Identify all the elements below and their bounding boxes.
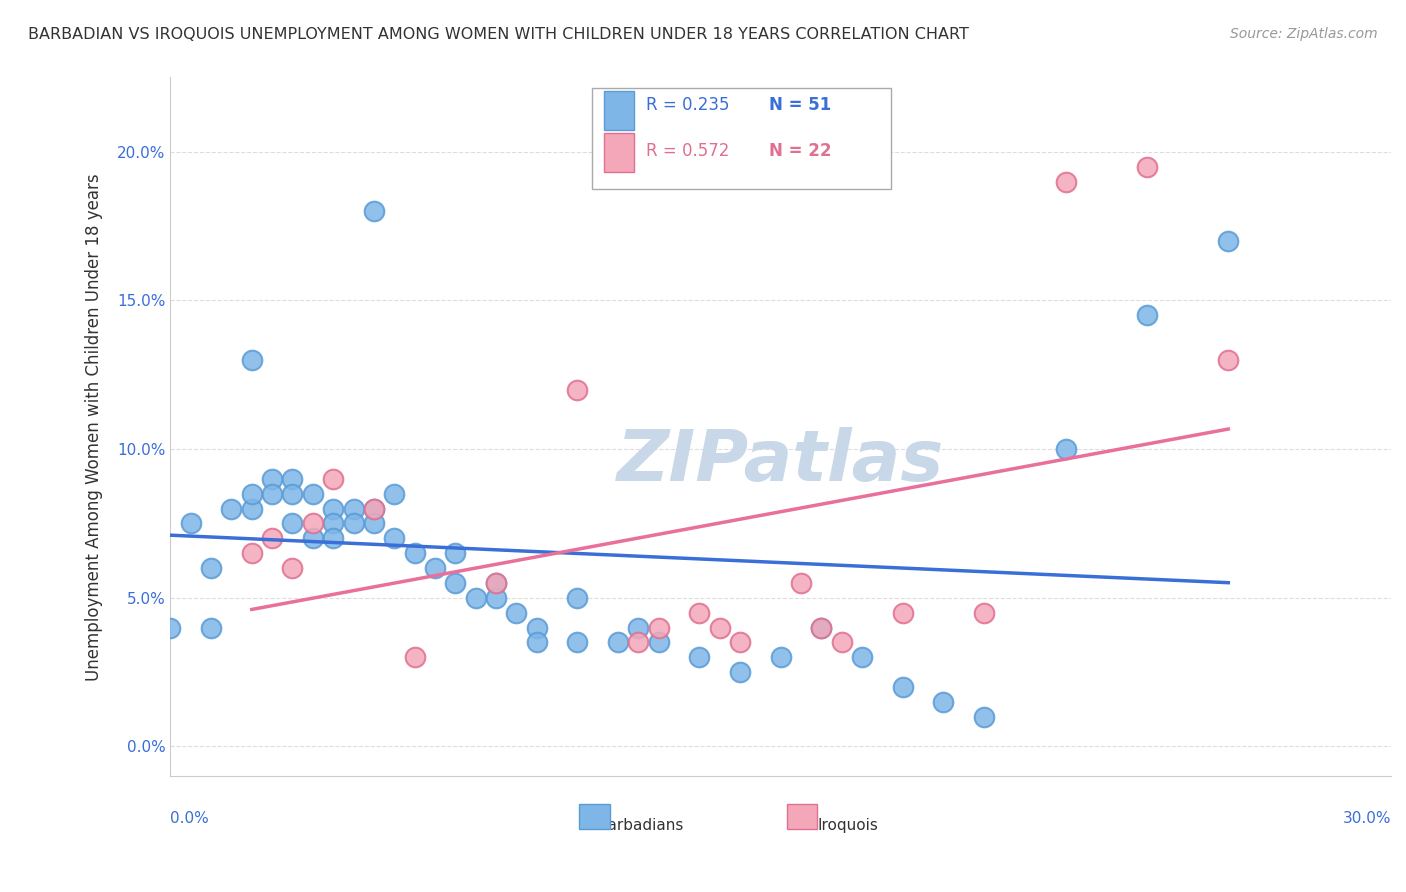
Barbadians bbox=[159, 620, 181, 634]
FancyBboxPatch shape bbox=[603, 91, 634, 130]
Barbadians bbox=[342, 501, 364, 516]
Barbadians bbox=[769, 650, 792, 665]
Text: N = 22: N = 22 bbox=[769, 142, 831, 160]
Iroquois bbox=[790, 575, 813, 590]
Iroquois bbox=[709, 620, 731, 634]
Iroquois bbox=[831, 635, 853, 649]
Barbadians bbox=[647, 635, 669, 649]
Text: Source: ZipAtlas.com: Source: ZipAtlas.com bbox=[1230, 27, 1378, 41]
Barbadians bbox=[1136, 308, 1159, 322]
Barbadians bbox=[891, 680, 914, 694]
Barbadians bbox=[240, 501, 263, 516]
Barbadians bbox=[322, 531, 344, 545]
Iroquois bbox=[567, 383, 589, 397]
Barbadians bbox=[728, 665, 751, 679]
Barbadians bbox=[262, 472, 284, 486]
Barbadians bbox=[505, 606, 527, 620]
Text: Barbadians: Barbadians bbox=[598, 818, 683, 833]
Barbadians bbox=[567, 635, 589, 649]
FancyBboxPatch shape bbox=[579, 805, 610, 829]
FancyBboxPatch shape bbox=[592, 88, 890, 189]
Barbadians bbox=[240, 352, 263, 367]
Barbadians bbox=[444, 546, 467, 560]
Text: R = 0.235: R = 0.235 bbox=[647, 96, 730, 114]
Barbadians bbox=[240, 486, 263, 500]
Text: 0.0%: 0.0% bbox=[170, 811, 209, 826]
Barbadians bbox=[973, 709, 995, 723]
Barbadians bbox=[1218, 234, 1240, 248]
Iroquois bbox=[281, 561, 304, 575]
Barbadians bbox=[851, 650, 873, 665]
Barbadians bbox=[180, 516, 202, 531]
Barbadians bbox=[262, 486, 284, 500]
Y-axis label: Unemployment Among Women with Children Under 18 years: Unemployment Among Women with Children U… bbox=[86, 173, 103, 681]
Text: N = 51: N = 51 bbox=[769, 96, 831, 114]
Iroquois bbox=[688, 606, 710, 620]
Barbadians bbox=[1054, 442, 1077, 456]
Barbadians bbox=[485, 591, 508, 605]
Barbadians bbox=[200, 561, 222, 575]
Iroquois bbox=[647, 620, 669, 634]
Iroquois bbox=[810, 620, 832, 634]
Iroquois bbox=[1136, 160, 1159, 174]
Barbadians bbox=[382, 531, 405, 545]
Barbadians bbox=[221, 501, 243, 516]
Barbadians bbox=[281, 486, 304, 500]
Iroquois bbox=[1218, 352, 1240, 367]
Barbadians bbox=[627, 620, 650, 634]
Iroquois bbox=[973, 606, 995, 620]
Barbadians bbox=[382, 486, 405, 500]
Iroquois bbox=[1054, 174, 1077, 188]
FancyBboxPatch shape bbox=[603, 133, 634, 172]
Text: R = 0.572: R = 0.572 bbox=[647, 142, 730, 160]
Barbadians bbox=[485, 575, 508, 590]
Barbadians bbox=[363, 516, 385, 531]
Barbadians bbox=[363, 501, 385, 516]
Barbadians bbox=[322, 516, 344, 531]
FancyBboxPatch shape bbox=[787, 805, 817, 829]
Barbadians bbox=[200, 620, 222, 634]
Barbadians bbox=[444, 575, 467, 590]
Iroquois bbox=[240, 546, 263, 560]
Iroquois bbox=[262, 531, 284, 545]
Barbadians bbox=[810, 620, 832, 634]
Barbadians bbox=[423, 561, 446, 575]
Barbadians bbox=[567, 591, 589, 605]
Barbadians bbox=[281, 472, 304, 486]
Barbadians bbox=[301, 486, 323, 500]
Barbadians bbox=[688, 650, 710, 665]
Barbadians bbox=[301, 531, 323, 545]
Barbadians bbox=[526, 620, 548, 634]
Text: BARBADIAN VS IROQUOIS UNEMPLOYMENT AMONG WOMEN WITH CHILDREN UNDER 18 YEARS CORR: BARBADIAN VS IROQUOIS UNEMPLOYMENT AMONG… bbox=[28, 27, 969, 42]
Iroquois bbox=[363, 501, 385, 516]
Barbadians bbox=[464, 591, 486, 605]
Iroquois bbox=[485, 575, 508, 590]
Barbadians bbox=[932, 695, 955, 709]
Barbadians bbox=[526, 635, 548, 649]
Barbadians bbox=[404, 546, 426, 560]
Iroquois bbox=[891, 606, 914, 620]
Iroquois bbox=[728, 635, 751, 649]
Barbadians bbox=[281, 516, 304, 531]
Text: ZIPatlas: ZIPatlas bbox=[617, 427, 945, 496]
Barbadians bbox=[342, 516, 364, 531]
Barbadians bbox=[363, 204, 385, 219]
Iroquois bbox=[322, 472, 344, 486]
Text: Iroquois: Iroquois bbox=[817, 818, 879, 833]
Iroquois bbox=[404, 650, 426, 665]
Iroquois bbox=[627, 635, 650, 649]
Barbadians bbox=[322, 501, 344, 516]
Iroquois bbox=[301, 516, 323, 531]
Text: 30.0%: 30.0% bbox=[1343, 811, 1391, 826]
Barbadians bbox=[607, 635, 630, 649]
